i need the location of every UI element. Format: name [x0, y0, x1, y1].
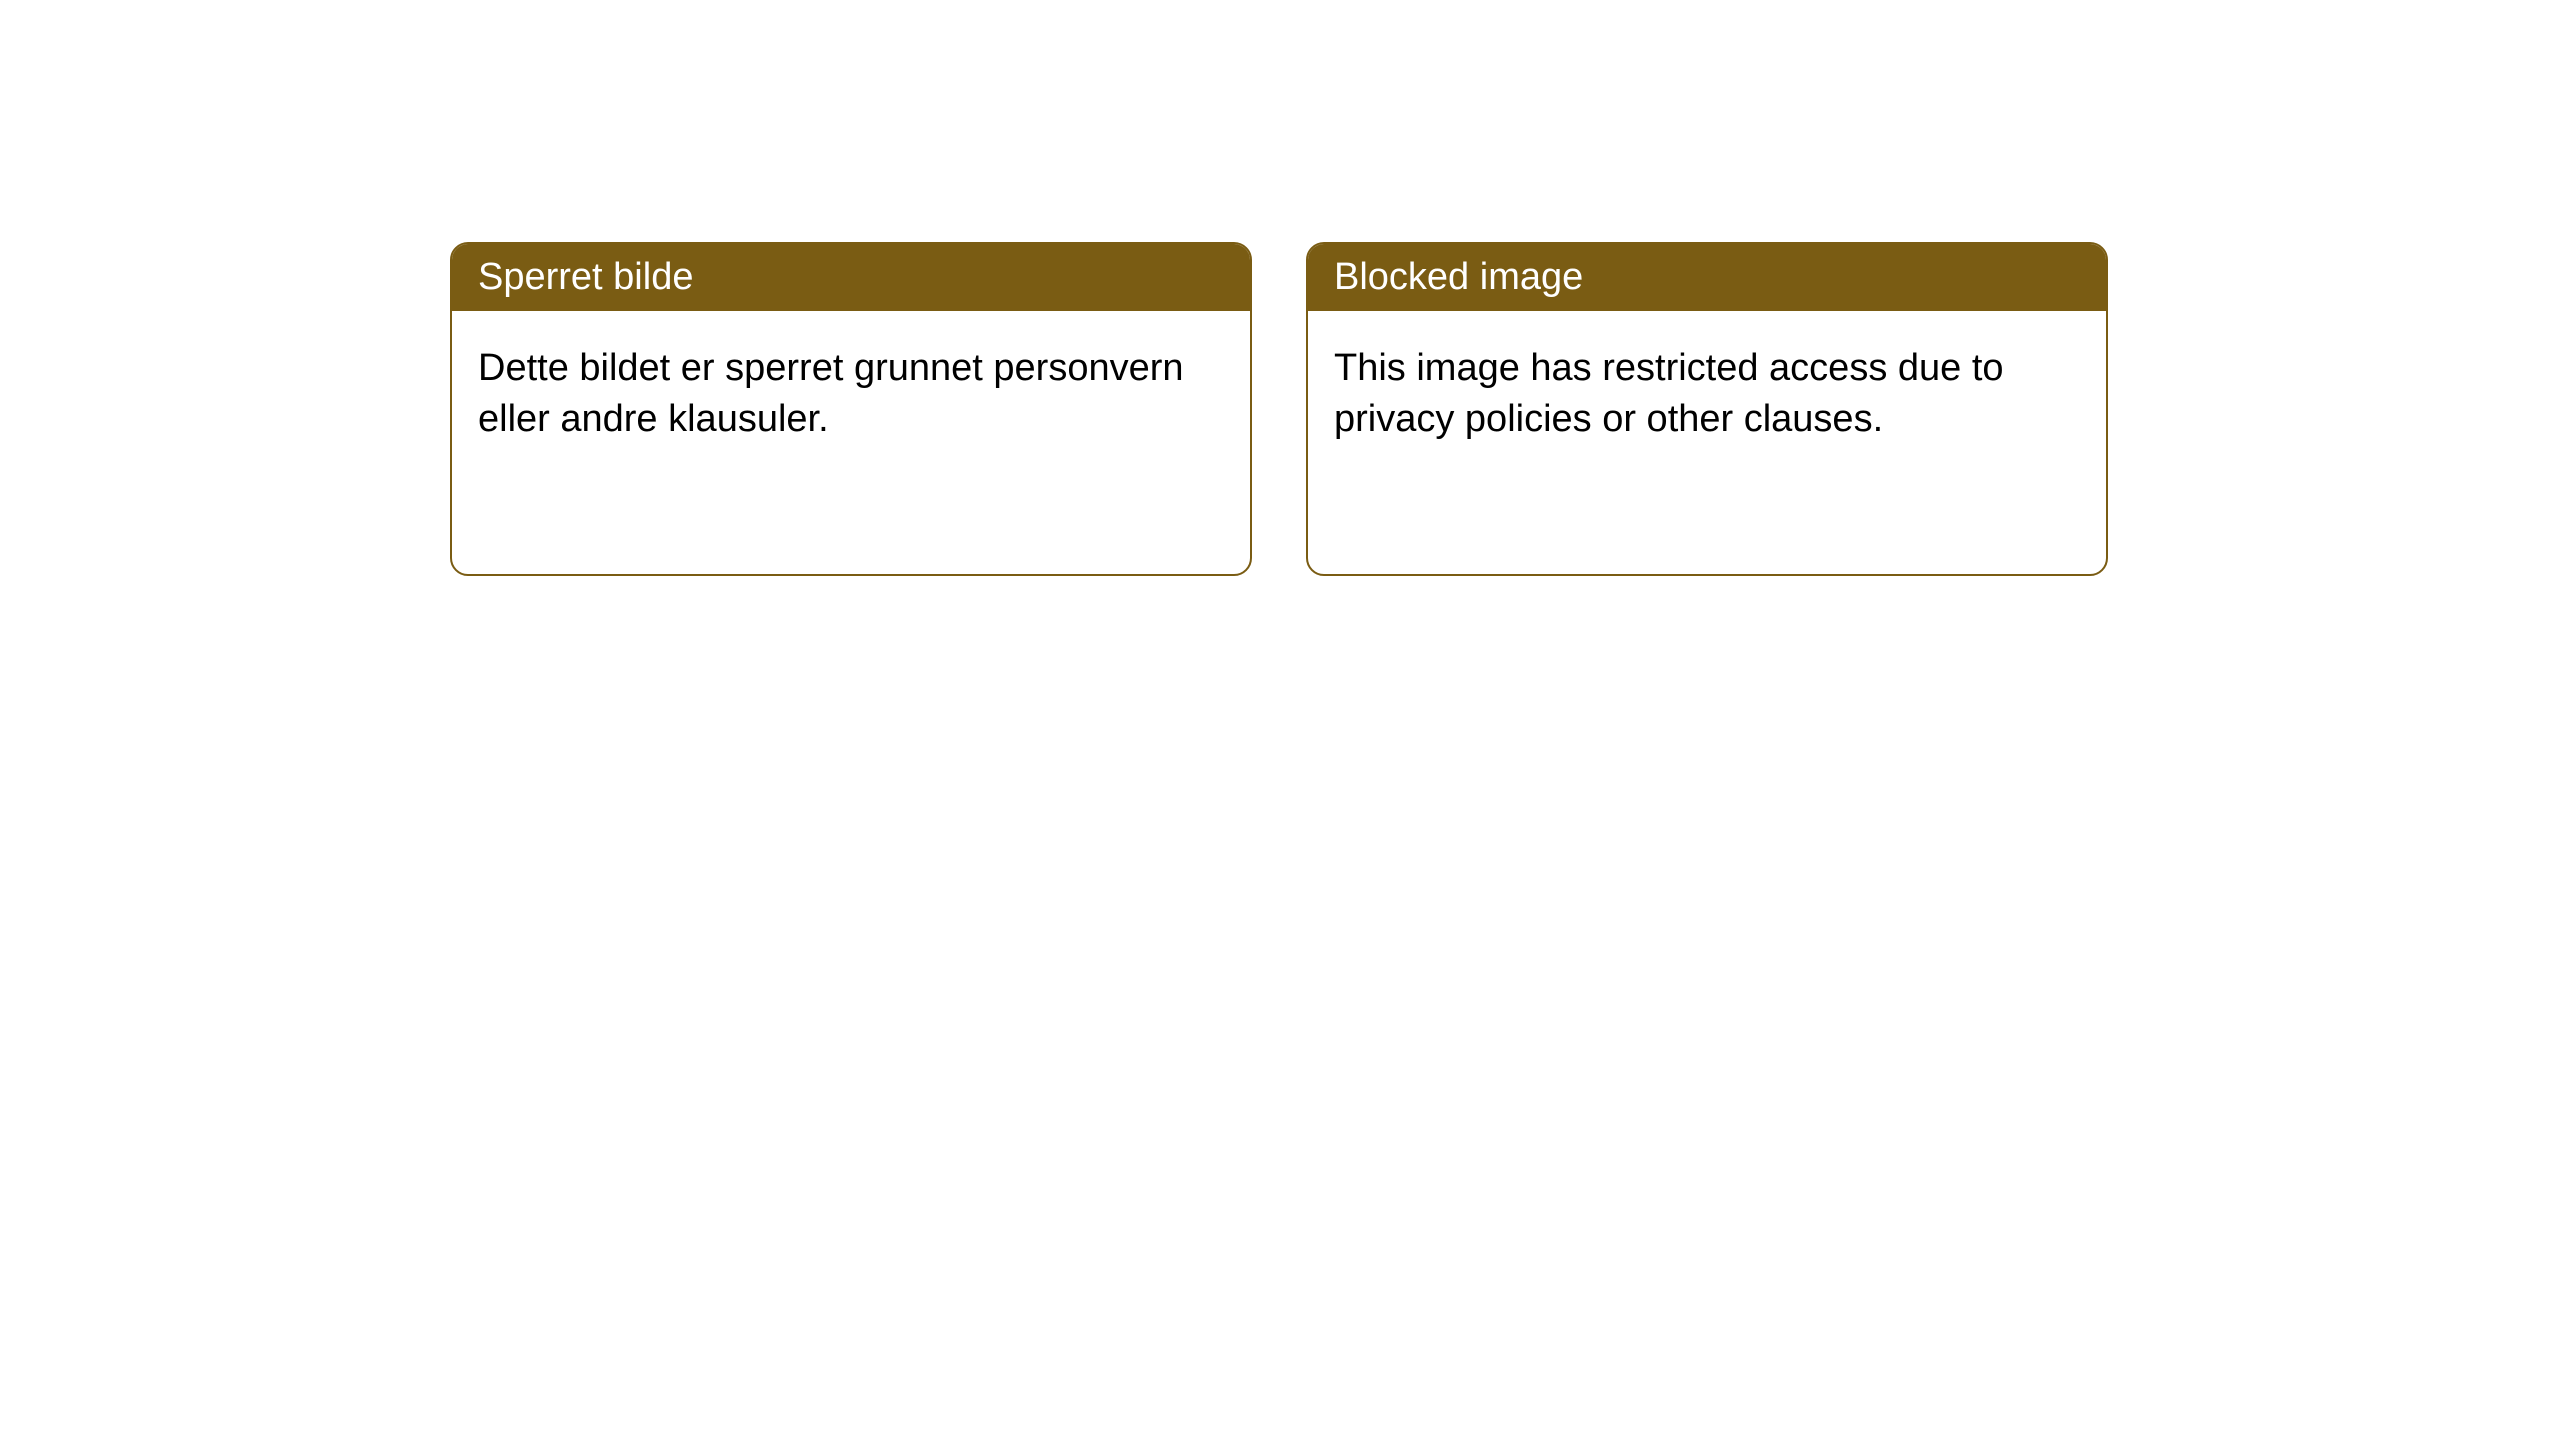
notice-card-body: This image has restricted access due to … — [1308, 311, 2106, 478]
notice-container: Sperret bilde Dette bildet er sperret gr… — [0, 0, 2560, 576]
notice-card-en: Blocked image This image has restricted … — [1306, 242, 2108, 576]
notice-card-no: Sperret bilde Dette bildet er sperret gr… — [450, 242, 1252, 576]
notice-card-title: Blocked image — [1308, 244, 2106, 311]
notice-card-title: Sperret bilde — [452, 244, 1250, 311]
notice-card-body: Dette bildet er sperret grunnet personve… — [452, 311, 1250, 478]
